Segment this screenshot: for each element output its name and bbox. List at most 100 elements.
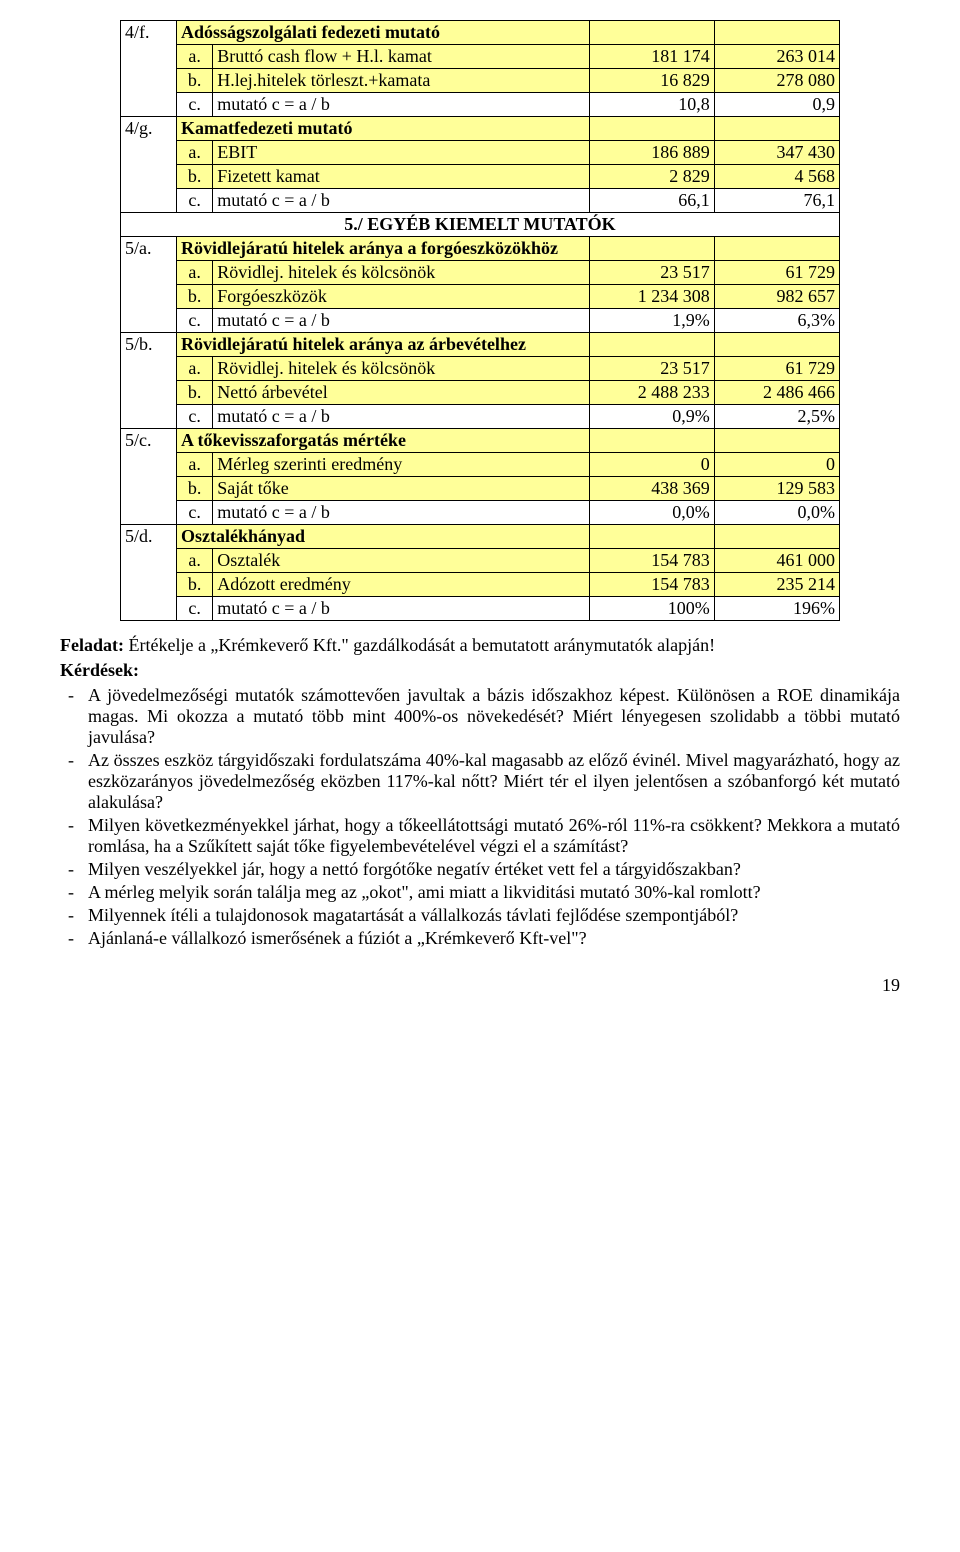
row-value-1: 154 783 xyxy=(589,549,714,573)
row-value-2: 4 568 xyxy=(714,165,839,189)
group-header-v1 xyxy=(589,117,714,141)
row-value-2: 129 583 xyxy=(714,477,839,501)
row-label: Rövidlej. hitelek és kölcsönök xyxy=(213,261,589,285)
row-label: H.lej.hitelek törleszt.+kamata xyxy=(213,69,589,93)
task-text: Értékelje a „Krémkeverő Kft." gazdálkodá… xyxy=(124,635,715,655)
row-label: mutató c = a / b xyxy=(213,93,589,117)
row-label: Fizetett kamat xyxy=(213,165,589,189)
row-label: mutató c = a / b xyxy=(213,597,589,621)
row-label: Rövidlej. hitelek és kölcsönök xyxy=(213,357,589,381)
group-header-v2 xyxy=(714,21,839,45)
group-header-v1 xyxy=(589,237,714,261)
row-value-2: 278 080 xyxy=(714,69,839,93)
task-label: Feladat: xyxy=(60,635,124,655)
row-value-1: 154 783 xyxy=(589,573,714,597)
question-item: Milyen következményekkel járhat, hogy a … xyxy=(60,815,900,857)
row-value-1: 2 829 xyxy=(589,165,714,189)
row-label: Saját tőke xyxy=(213,477,589,501)
page-number: 19 xyxy=(60,975,900,996)
row-value-2: 196% xyxy=(714,597,839,621)
row-letter: c. xyxy=(177,405,213,429)
row-value-1: 10,8 xyxy=(589,93,714,117)
row-value-1: 186 889 xyxy=(589,141,714,165)
group-header-v2 xyxy=(714,333,839,357)
indicators-table: 4/f.Adósságszolgálati fedezeti mutatóa.B… xyxy=(120,20,840,621)
row-letter: b. xyxy=(177,165,213,189)
row-value-2: 982 657 xyxy=(714,285,839,309)
question-item: A mérleg melyik során találja meg az „ok… xyxy=(60,882,900,903)
row-value-1: 23 517 xyxy=(589,261,714,285)
row-label: Adózott eredmény xyxy=(213,573,589,597)
row-label: mutató c = a / b xyxy=(213,309,589,333)
row-value-2: 2 486 466 xyxy=(714,381,839,405)
group-id: 4/f. xyxy=(121,21,177,117)
row-label: Mérleg szerinti eredmény xyxy=(213,453,589,477)
row-value-2: 347 430 xyxy=(714,141,839,165)
row-value-1: 0,0% xyxy=(589,501,714,525)
group-header-v1 xyxy=(589,21,714,45)
group-header-v2 xyxy=(714,237,839,261)
document-page: 4/f.Adósságszolgálati fedezeti mutatóa.B… xyxy=(0,0,960,1016)
row-value-2: 263 014 xyxy=(714,45,839,69)
row-value-1: 1 234 308 xyxy=(589,285,714,309)
row-value-1: 23 517 xyxy=(589,357,714,381)
section-title: 5./ EGYÉB KIEMELT MUTATÓK xyxy=(121,213,840,237)
group-header-v1 xyxy=(589,429,714,453)
row-value-2: 0 xyxy=(714,453,839,477)
group-header-label: Adósságszolgálati fedezeti mutató xyxy=(177,21,590,45)
row-letter: b. xyxy=(177,285,213,309)
row-value-2: 76,1 xyxy=(714,189,839,213)
group-id: 5/b. xyxy=(121,333,177,429)
row-value-1: 1,9% xyxy=(589,309,714,333)
row-value-2: 235 214 xyxy=(714,573,839,597)
question-item: Milyen veszélyekkel jár, hogy a nettó fo… xyxy=(60,859,900,880)
group-header-label: Osztalékhányad xyxy=(177,525,590,549)
row-letter: a. xyxy=(177,453,213,477)
row-label: Bruttó cash flow + H.l. kamat xyxy=(213,45,589,69)
row-label: Forgóeszközök xyxy=(213,285,589,309)
row-letter: a. xyxy=(177,357,213,381)
row-value-2: 61 729 xyxy=(714,357,839,381)
row-value-2: 0,0% xyxy=(714,501,839,525)
row-letter: b. xyxy=(177,573,213,597)
row-letter: c. xyxy=(177,189,213,213)
row-value-1: 181 174 xyxy=(589,45,714,69)
row-value-1: 0 xyxy=(589,453,714,477)
row-letter: a. xyxy=(177,141,213,165)
row-value-2: 6,3% xyxy=(714,309,839,333)
questions-label: Kérdések: xyxy=(60,660,900,681)
row-letter: c. xyxy=(177,93,213,117)
row-label: Nettó árbevétel xyxy=(213,381,589,405)
row-label: mutató c = a / b xyxy=(213,189,589,213)
row-letter: c. xyxy=(177,597,213,621)
row-value-2: 0,9 xyxy=(714,93,839,117)
group-header-label: Rövidlejáratú hitelek aránya a forgóeszk… xyxy=(177,237,590,261)
row-label: EBIT xyxy=(213,141,589,165)
task-paragraph: Feladat: Értékelje a „Krémkeverő Kft." g… xyxy=(60,635,900,656)
group-header-v2 xyxy=(714,117,839,141)
group-header-v2 xyxy=(714,429,839,453)
group-header-v2 xyxy=(714,525,839,549)
row-value-2: 61 729 xyxy=(714,261,839,285)
row-letter: c. xyxy=(177,309,213,333)
group-header-label: Kamatfedezeti mutató xyxy=(177,117,590,141)
row-label: mutató c = a / b xyxy=(213,501,589,525)
row-value-2: 461 000 xyxy=(714,549,839,573)
row-letter: c. xyxy=(177,501,213,525)
questions-list: A jövedelmezőségi mutatók számottevően j… xyxy=(60,685,900,949)
row-letter: b. xyxy=(177,69,213,93)
row-label: Osztalék xyxy=(213,549,589,573)
group-header-label: Rövidlejáratú hitelek aránya az árbevéte… xyxy=(177,333,590,357)
question-item: Az összes eszköz tárgyidőszaki fordulats… xyxy=(60,750,900,813)
row-value-1: 438 369 xyxy=(589,477,714,501)
row-label: mutató c = a / b xyxy=(213,405,589,429)
group-header-v1 xyxy=(589,333,714,357)
group-id: 5/c. xyxy=(121,429,177,525)
row-letter: a. xyxy=(177,45,213,69)
group-header-v1 xyxy=(589,525,714,549)
row-value-1: 100% xyxy=(589,597,714,621)
question-item: Ajánlaná-e vállalkozó ismerősének a fúzi… xyxy=(60,928,900,949)
row-value-2: 2,5% xyxy=(714,405,839,429)
row-value-1: 0,9% xyxy=(589,405,714,429)
group-id: 5/a. xyxy=(121,237,177,333)
